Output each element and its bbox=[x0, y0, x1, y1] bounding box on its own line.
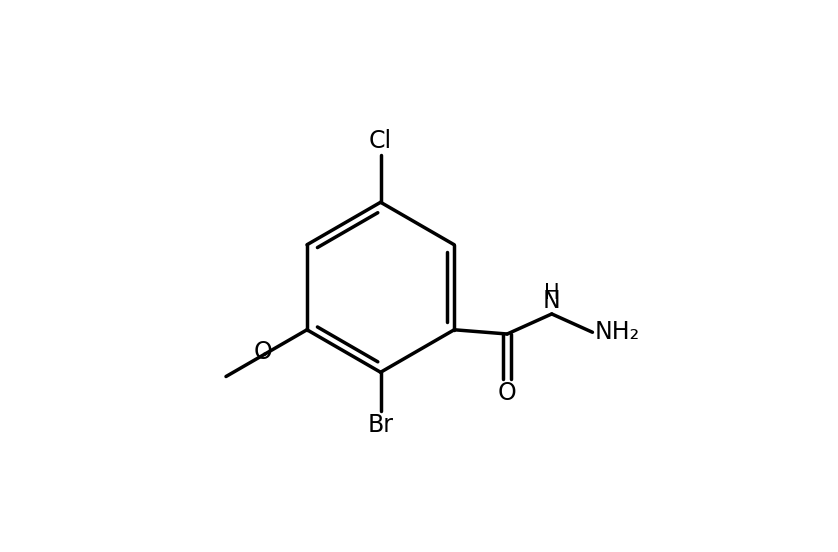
Text: Cl: Cl bbox=[369, 129, 392, 153]
Text: O: O bbox=[498, 381, 516, 405]
Text: N: N bbox=[543, 289, 561, 312]
Text: NH₂: NH₂ bbox=[595, 320, 640, 344]
Text: O: O bbox=[253, 340, 272, 364]
Text: Br: Br bbox=[368, 413, 394, 437]
Text: H: H bbox=[544, 283, 560, 303]
